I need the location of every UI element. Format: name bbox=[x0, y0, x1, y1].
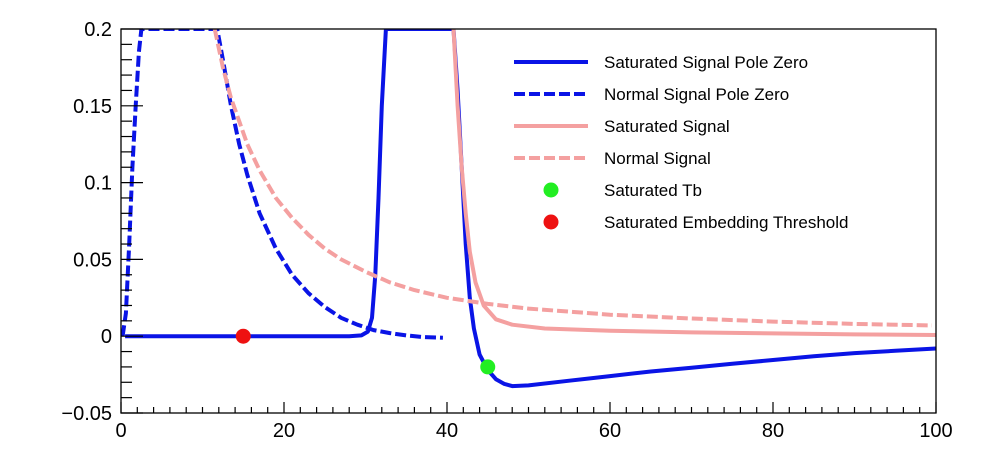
series-line-0 bbox=[125, 29, 936, 389]
legend-label-3: Normal Signal bbox=[604, 149, 711, 168]
y-tick-label: 0.05 bbox=[73, 249, 112, 271]
legend-label-1: Normal Signal Pole Zero bbox=[604, 85, 789, 104]
legend-label-0: Saturated Signal Pole Zero bbox=[604, 53, 808, 72]
series-marker-5-0 bbox=[235, 328, 251, 344]
series-layer bbox=[121, 29, 936, 389]
legend-marker-4 bbox=[543, 182, 559, 198]
legend-marker-5 bbox=[543, 214, 559, 230]
y-tick-label: −0.05 bbox=[61, 403, 112, 425]
y-tick-label: 0.15 bbox=[73, 96, 112, 118]
series-marker-4-0 bbox=[480, 359, 496, 375]
x-tick-label: 60 bbox=[599, 420, 621, 442]
series-line-3 bbox=[212, 29, 932, 328]
x-tick-label: 80 bbox=[762, 420, 784, 442]
legend-label-2: Saturated Signal bbox=[604, 117, 730, 136]
legend-label-5: Saturated Embedding Threshold bbox=[604, 213, 848, 232]
y-tick-label: 0.1 bbox=[84, 173, 112, 195]
x-tick-label: 0 bbox=[115, 420, 126, 442]
series-line-2 bbox=[451, 29, 936, 337]
legend: Saturated Signal Pole Zero Normal Signal … bbox=[514, 53, 848, 232]
y-tick-label: 0.2 bbox=[84, 19, 112, 41]
legend-label-4: Saturated Tb bbox=[604, 181, 702, 200]
series-line-1 bbox=[121, 29, 443, 340]
x-tick-label: 40 bbox=[436, 420, 458, 442]
x-tick-label: 100 bbox=[919, 420, 952, 442]
x-tick-label: 20 bbox=[273, 420, 295, 442]
y-tick-label: 0 bbox=[101, 326, 112, 348]
